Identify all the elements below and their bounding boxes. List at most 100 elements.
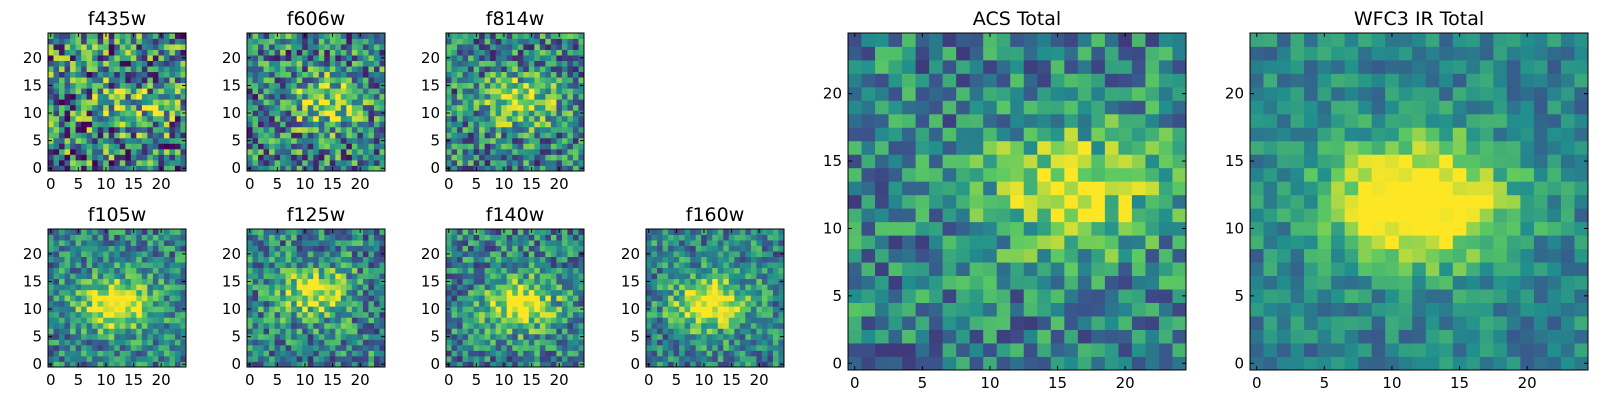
heatmap-cell <box>550 49 557 56</box>
heatmap-cell <box>147 234 154 241</box>
heatmap-cell <box>484 256 491 263</box>
heatmap-cell <box>929 221 944 236</box>
heatmap-cell <box>103 60 110 67</box>
heatmap-cell <box>313 344 320 351</box>
heatmap-cell <box>247 234 253 241</box>
heatmap-cell <box>446 344 452 351</box>
heatmap-cell <box>81 110 88 117</box>
heatmap-cell <box>302 262 309 269</box>
heatmap-cell <box>180 284 187 291</box>
heatmap-cell <box>373 240 380 246</box>
heatmap-cell <box>70 66 76 73</box>
heatmap-cell <box>274 82 281 89</box>
heatmap-cell <box>479 322 486 329</box>
heatmap-cell <box>462 88 469 95</box>
heatmap-cell <box>651 229 658 235</box>
heatmap-cell <box>114 99 121 106</box>
heatmap-cell <box>136 344 143 351</box>
heatmap-cell <box>956 181 971 196</box>
heatmap-cell <box>291 344 298 351</box>
heatmap-cell <box>64 339 71 346</box>
heatmap-cell <box>263 154 270 161</box>
heatmap-cell <box>728 328 735 335</box>
heatmap-cell <box>302 88 309 95</box>
heatmap-cell <box>473 273 480 280</box>
heatmap-cell <box>169 361 176 368</box>
heatmap-cell <box>75 148 82 155</box>
heatmap-cell <box>745 289 752 296</box>
heatmap-cell <box>695 350 702 357</box>
heatmap-cell <box>70 273 76 280</box>
heatmap-cell <box>875 356 889 371</box>
heatmap-cell <box>495 256 502 263</box>
heatmap-cell <box>174 137 181 144</box>
heatmap-cell <box>662 317 669 324</box>
heatmap-cell <box>252 104 259 111</box>
heatmap-cell <box>174 115 181 122</box>
x-tick-label: 0 <box>245 371 255 389</box>
heatmap-cell <box>673 284 680 291</box>
heatmap-cell <box>1010 208 1025 223</box>
heatmap-cell <box>969 289 984 303</box>
heatmap-cell <box>484 229 491 235</box>
heatmap-cell <box>745 251 752 257</box>
heatmap-cell <box>302 99 309 106</box>
heatmap-cell <box>646 311 652 318</box>
heatmap-cell <box>517 154 524 161</box>
heatmap-cell <box>539 355 546 362</box>
heatmap-cell <box>1145 275 1160 290</box>
heatmap-cell <box>556 121 563 128</box>
heatmap-cell <box>285 132 292 139</box>
heatmap-cell <box>451 262 458 269</box>
heatmap-cell <box>473 289 480 296</box>
heatmap-cell <box>285 71 292 78</box>
heatmap-cell <box>70 256 76 263</box>
heatmap-cell <box>280 126 287 133</box>
heatmap-cell <box>1131 356 1146 371</box>
heatmap-cell <box>712 262 719 269</box>
heatmap-cell <box>1064 302 1079 317</box>
heatmap-cell <box>528 262 535 269</box>
heatmap-cell <box>169 229 176 235</box>
heatmap-cell <box>130 93 137 100</box>
heatmap-cell <box>679 339 686 346</box>
x-tick-label: 15 <box>722 371 741 389</box>
heatmap-cell <box>174 104 181 111</box>
heatmap-cell <box>778 350 785 357</box>
heatmap-cell <box>318 115 325 122</box>
heatmap-cell <box>53 339 60 346</box>
heatmap-cell <box>1064 329 1079 344</box>
heatmap-cell <box>517 38 524 45</box>
heatmap-cell <box>169 256 176 263</box>
heatmap-cell <box>163 159 170 166</box>
heatmap-cell <box>340 60 347 67</box>
heatmap-cell <box>59 328 65 335</box>
heatmap-cell <box>373 234 380 241</box>
heatmap-cell <box>1023 248 1038 263</box>
heatmap-cell <box>996 235 1011 250</box>
heatmap-cell <box>745 333 752 340</box>
heatmap-cell <box>64 93 71 100</box>
heatmap-cell <box>335 256 342 263</box>
heatmap-cell <box>324 234 331 241</box>
heatmap-cell <box>125 355 132 362</box>
heatmap-cell <box>335 137 342 144</box>
heatmap-cell <box>130 143 137 150</box>
heatmap-cell <box>324 328 331 335</box>
heatmap-cell <box>274 60 281 67</box>
heatmap-cell <box>379 273 386 280</box>
heatmap-cell <box>545 55 552 61</box>
heatmap-cell <box>252 240 259 246</box>
heatmap-cell <box>690 344 697 351</box>
heatmap-cell <box>147 66 154 73</box>
heatmap-cell <box>64 55 71 61</box>
heatmap-cell <box>357 99 364 106</box>
heatmap-cell <box>119 306 126 313</box>
heatmap-cell <box>263 295 270 302</box>
heatmap-cell <box>92 66 99 73</box>
heatmap-cell <box>174 284 181 291</box>
heatmap-cell <box>646 245 652 252</box>
heatmap-cell <box>1010 194 1025 209</box>
heatmap-cell <box>318 251 325 257</box>
heatmap-cell <box>147 262 154 269</box>
